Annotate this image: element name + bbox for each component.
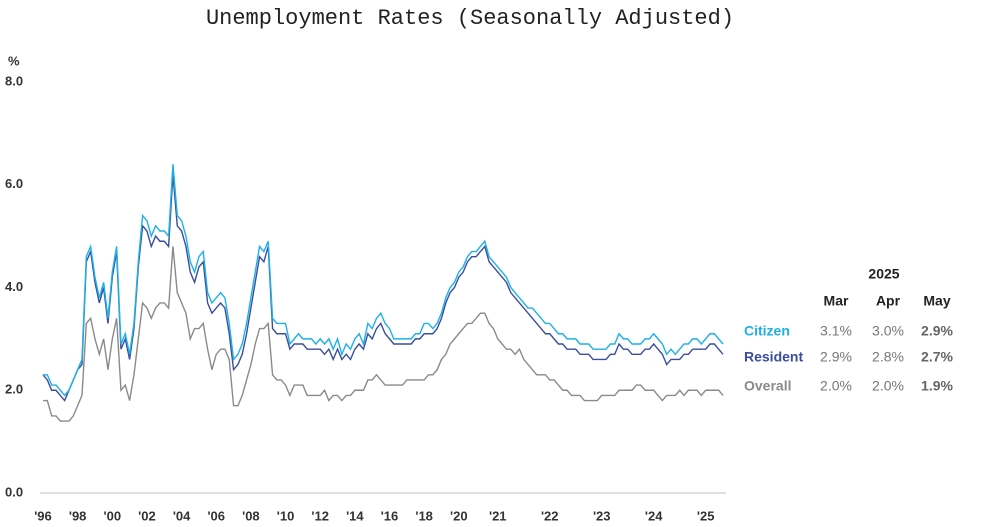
y-tick-label: 6.0 — [5, 176, 23, 191]
legend-entry: Resident — [744, 349, 803, 365]
y-tick-label: 0.0 — [5, 484, 23, 499]
series-line — [42, 174, 724, 402]
table-value: 3.1% — [820, 323, 852, 339]
legend-entry: Overall — [744, 378, 791, 394]
table-column: Apr — [876, 293, 901, 309]
table-value: 2.0% — [820, 378, 852, 394]
x-tick-label: '06 — [207, 508, 225, 523]
table-value: 2.7% — [921, 349, 953, 365]
series-line — [43, 246, 724, 422]
x-tick-label: '00 — [104, 508, 122, 523]
x-tick-label: '20 — [450, 508, 468, 523]
table-value: 2.8% — [872, 349, 904, 365]
table-value: 2.9% — [921, 323, 953, 339]
x-tick-label: '18 — [415, 508, 433, 523]
table-column: Mar — [824, 293, 849, 309]
y-tick-label: 8.0 — [5, 73, 23, 88]
table-title: 2025 — [868, 266, 899, 282]
table-column: May — [923, 293, 950, 309]
x-tick-label: '96 — [34, 508, 52, 523]
chart-title: Unemployment Rates (Seasonally Adjusted) — [206, 6, 734, 31]
table-value: 2.9% — [820, 349, 852, 365]
x-tick-label: '23 — [593, 508, 611, 523]
x-tick-label: '98 — [69, 508, 87, 523]
x-tick-label: '21 — [489, 508, 507, 523]
table-value: 2.0% — [872, 378, 904, 394]
x-tick-label: '10 — [277, 508, 295, 523]
x-tick-label: '02 — [138, 508, 156, 523]
x-tick-label: '04 — [173, 508, 191, 523]
table-value: 3.0% — [872, 323, 904, 339]
x-tick-label: '16 — [381, 508, 399, 523]
x-tick-label: '12 — [311, 508, 329, 523]
x-tick-label: '14 — [346, 508, 364, 523]
y-tick-label: 2.0 — [5, 382, 23, 397]
series-line — [43, 164, 724, 397]
table-value: 1.9% — [921, 378, 953, 394]
y-axis-label: % — [8, 53, 20, 68]
x-tick-label: '08 — [242, 508, 260, 523]
x-tick-label: '22 — [541, 508, 559, 523]
x-tick-label: '24 — [645, 508, 663, 523]
legend-entry: Citizen — [744, 323, 790, 339]
x-tick-label: '25 — [697, 508, 715, 523]
y-tick-label: 4.0 — [5, 279, 23, 294]
